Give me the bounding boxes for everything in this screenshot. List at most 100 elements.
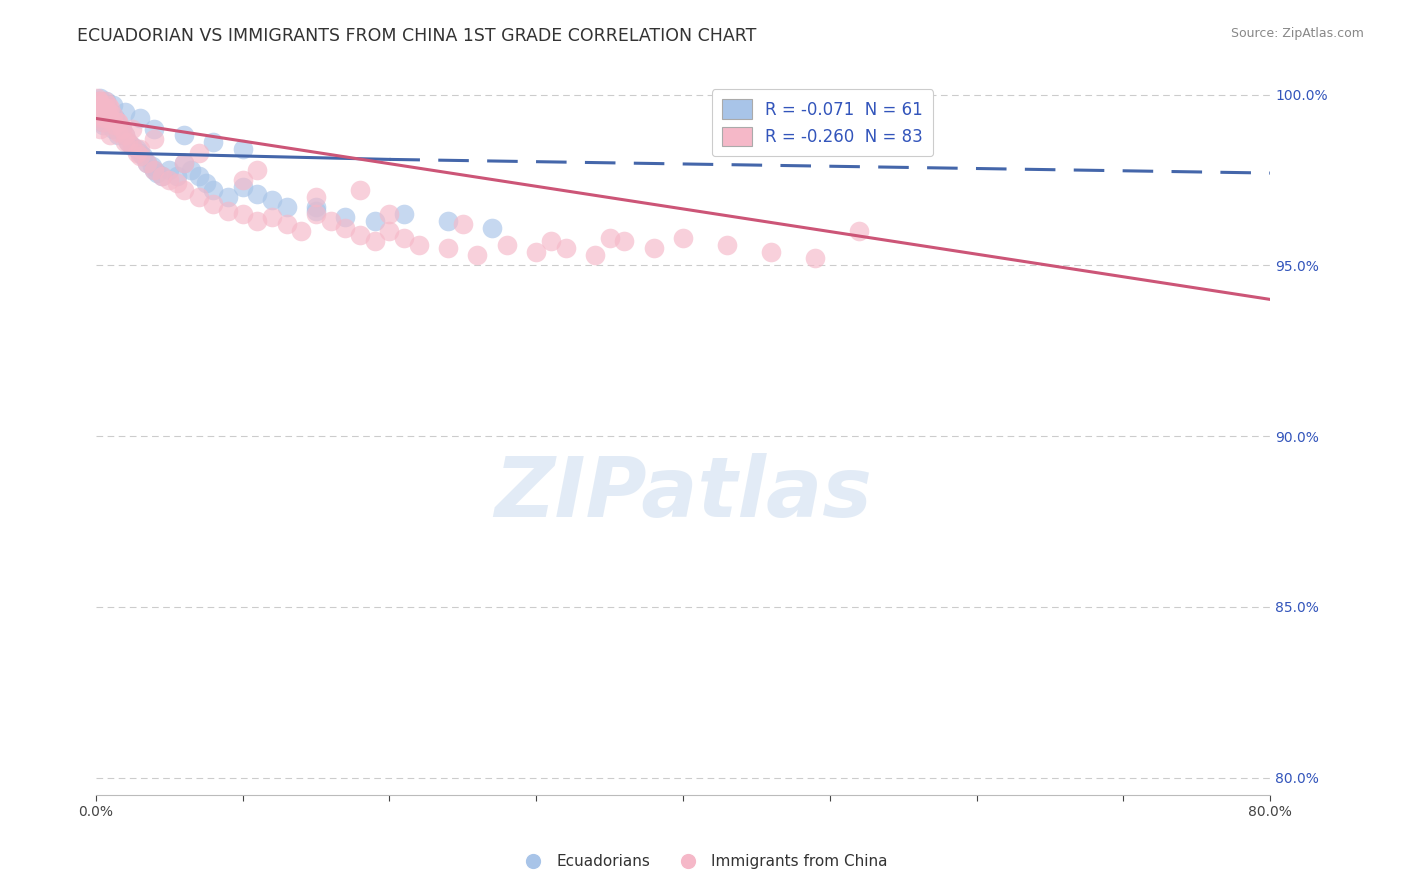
Point — [114, 128, 136, 143]
Point — [378, 224, 401, 238]
Point — [96, 97, 118, 112]
Point — [91, 118, 114, 132]
Point — [194, 177, 217, 191]
Point — [103, 97, 125, 112]
Legend: Ecuadorians, Immigrants from China: Ecuadorians, Immigrants from China — [512, 848, 894, 875]
Point — [150, 169, 173, 184]
Point — [100, 112, 122, 126]
Point — [121, 138, 143, 153]
Point — [672, 231, 695, 245]
Point — [187, 169, 209, 184]
Point — [86, 91, 108, 105]
Point — [128, 112, 150, 126]
Point — [187, 145, 209, 160]
Point — [128, 142, 150, 156]
Point — [117, 136, 139, 150]
Point — [89, 97, 111, 112]
Point — [103, 108, 125, 122]
Point — [232, 179, 254, 194]
Point — [305, 207, 328, 221]
Point — [364, 214, 387, 228]
Point — [90, 115, 112, 129]
Point — [89, 101, 111, 115]
Point — [232, 142, 254, 156]
Point — [93, 97, 115, 112]
Point — [104, 112, 127, 126]
Point — [305, 190, 328, 204]
Point — [128, 145, 150, 160]
Point — [349, 183, 371, 197]
Point — [94, 101, 117, 115]
Point — [91, 108, 114, 122]
Point — [100, 128, 122, 143]
Point — [276, 217, 298, 231]
Point — [136, 156, 159, 170]
Point — [94, 112, 117, 126]
Point — [524, 244, 547, 259]
Point — [91, 115, 114, 129]
Point — [643, 241, 665, 255]
Point — [114, 136, 136, 150]
Point — [437, 241, 460, 255]
Point — [180, 162, 202, 177]
Point — [100, 104, 122, 119]
Point — [87, 97, 110, 112]
Point — [305, 200, 328, 214]
Point — [121, 121, 143, 136]
Point — [599, 231, 621, 245]
Point — [290, 224, 312, 238]
Point — [136, 156, 159, 170]
Point — [166, 169, 188, 184]
Point — [94, 104, 117, 119]
Point — [232, 207, 254, 221]
Point — [305, 203, 328, 218]
Point — [143, 162, 166, 177]
Point — [96, 108, 118, 122]
Point — [246, 214, 269, 228]
Point — [125, 145, 148, 160]
Point — [93, 95, 115, 109]
Point — [114, 104, 136, 119]
Point — [246, 186, 269, 201]
Point — [146, 166, 169, 180]
Point — [107, 125, 129, 139]
Point — [89, 91, 111, 105]
Point — [848, 224, 870, 238]
Point — [319, 214, 342, 228]
Point — [107, 115, 129, 129]
Point — [173, 183, 195, 197]
Point — [166, 177, 188, 191]
Point — [392, 231, 415, 245]
Point — [202, 183, 225, 197]
Point — [107, 115, 129, 129]
Point — [217, 203, 239, 218]
Point — [392, 207, 415, 221]
Point — [90, 101, 112, 115]
Point — [804, 252, 827, 266]
Point — [759, 244, 782, 259]
Text: ECUADORIAN VS IMMIGRANTS FROM CHINA 1ST GRADE CORRELATION CHART: ECUADORIAN VS IMMIGRANTS FROM CHINA 1ST … — [77, 27, 756, 45]
Point — [217, 190, 239, 204]
Point — [150, 169, 173, 184]
Point — [232, 173, 254, 187]
Point — [107, 118, 129, 132]
Point — [86, 95, 108, 109]
Point — [100, 101, 122, 115]
Point — [104, 118, 127, 132]
Point — [93, 112, 115, 126]
Point — [117, 136, 139, 150]
Point — [437, 214, 460, 228]
Point — [111, 121, 134, 136]
Point — [173, 156, 195, 170]
Point — [408, 237, 430, 252]
Point — [87, 95, 110, 109]
Point — [260, 194, 283, 208]
Point — [716, 237, 738, 252]
Point — [202, 136, 225, 150]
Point — [495, 237, 517, 252]
Point — [98, 108, 121, 122]
Point — [481, 220, 503, 235]
Point — [90, 104, 112, 119]
Point — [335, 211, 357, 225]
Point — [141, 159, 163, 173]
